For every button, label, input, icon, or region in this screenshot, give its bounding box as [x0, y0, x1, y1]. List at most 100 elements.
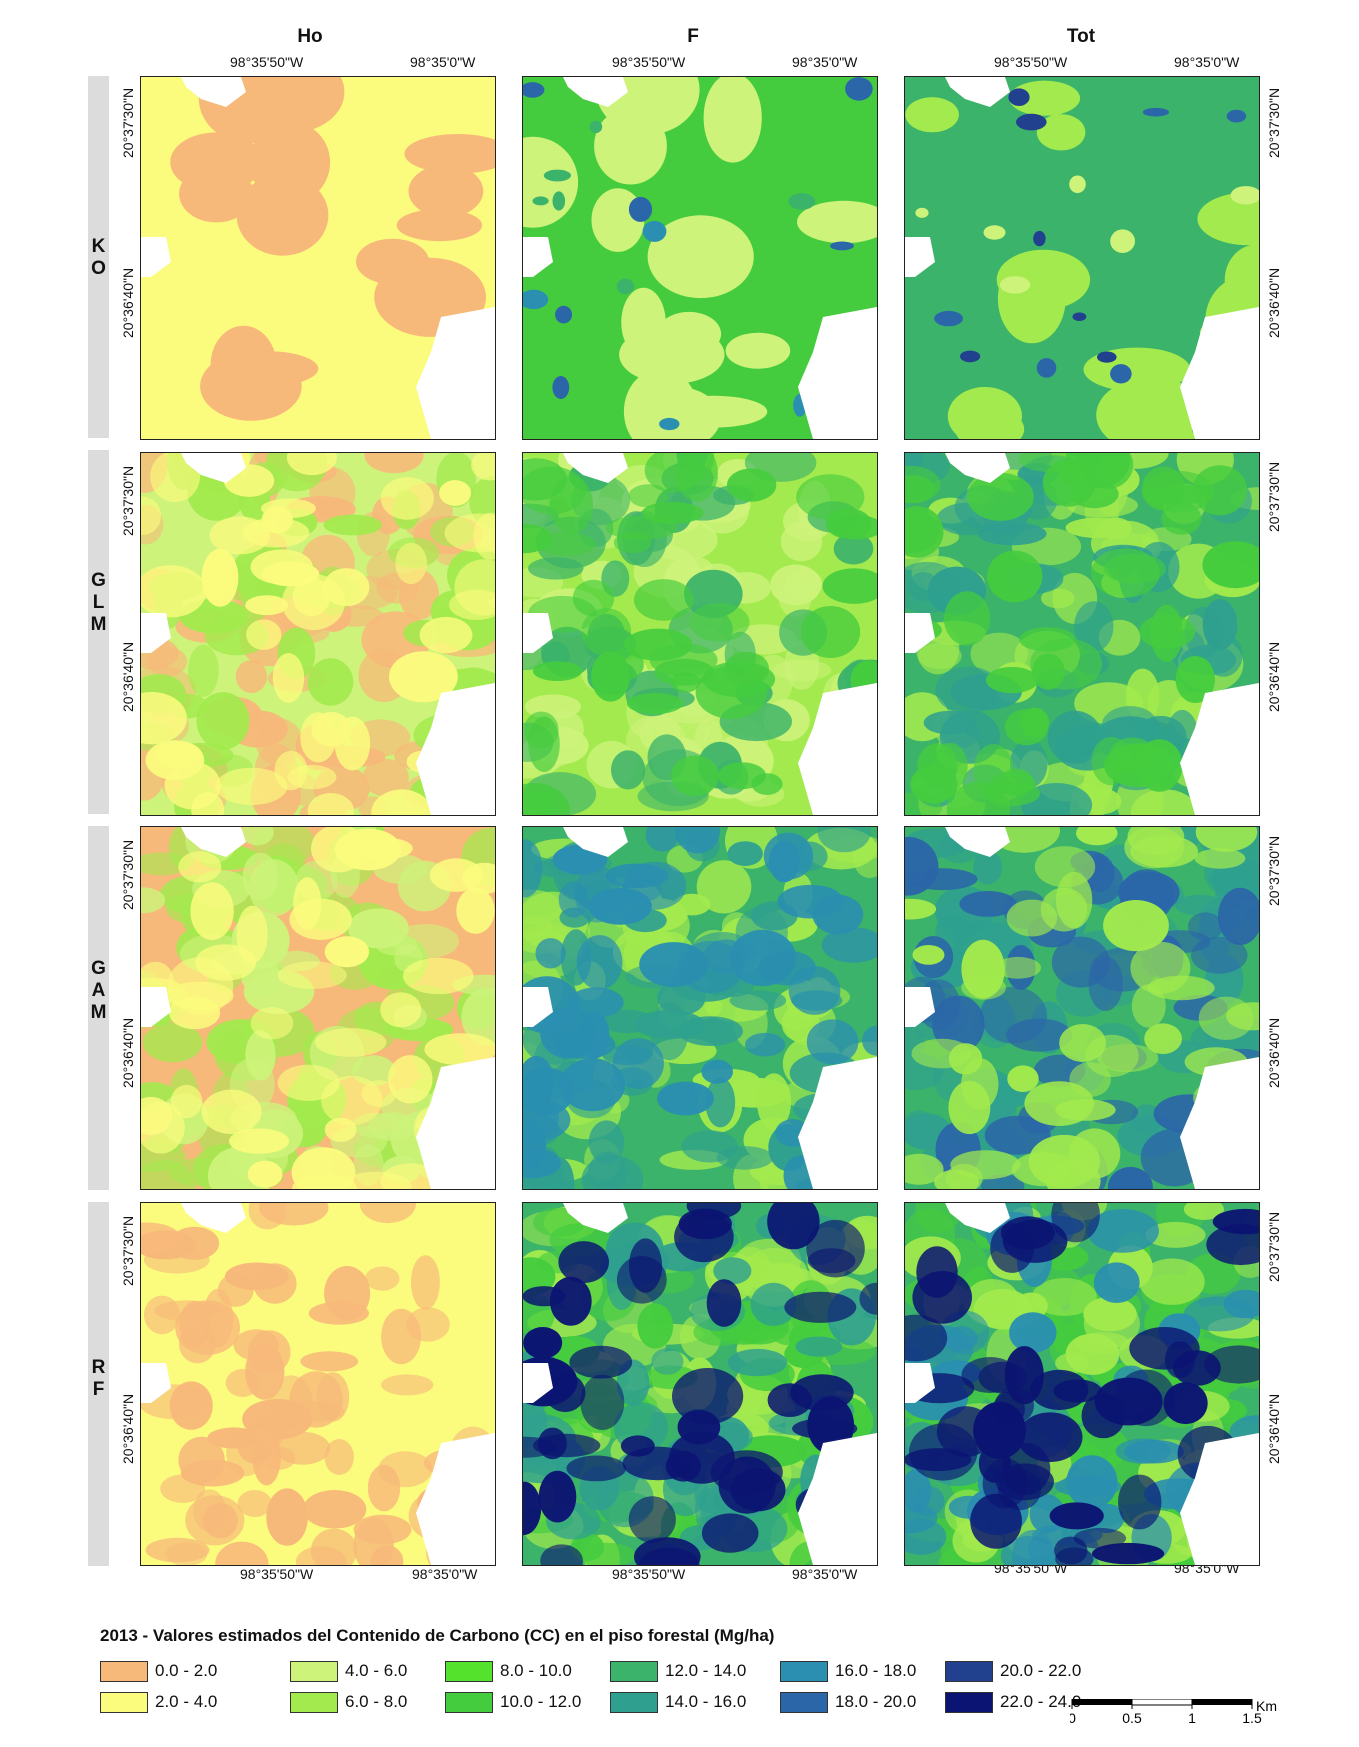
map-patch: [286, 453, 337, 476]
lat-tick-right-gam-1: 20°37'30"N: [1266, 835, 1282, 906]
map-patch: [523, 1147, 561, 1179]
map-patch: [1009, 1312, 1057, 1353]
map-patch: [616, 1256, 667, 1304]
map-patch: [1090, 548, 1160, 598]
lat-tick-left-glm-2: 20°36'40"N: [120, 641, 136, 712]
map-patch: [703, 77, 762, 163]
map-patch: [623, 861, 687, 910]
map-patch: [985, 666, 1039, 694]
map-ko-tot: [904, 76, 1260, 440]
map-glm-f: [522, 452, 878, 816]
map-nodata-area: [798, 1057, 877, 1189]
map-patch: [645, 827, 679, 852]
map-patch: [150, 453, 200, 503]
lat-tick-left-ko-2: 20°36'40"N: [120, 267, 136, 338]
map-patch: [669, 1431, 735, 1484]
map-patch: [1130, 941, 1191, 994]
map-patch: [410, 1255, 440, 1310]
map-patch: [674, 1211, 734, 1263]
map-patch: [612, 1038, 664, 1089]
map-patch: [323, 514, 382, 536]
map-patch: [797, 200, 877, 244]
map-patch: [201, 548, 239, 607]
map-patch: [833, 532, 874, 565]
map-patch: [905, 1153, 944, 1185]
map-patch: [293, 877, 322, 930]
map-patch: [444, 513, 495, 553]
map-patch: [1049, 1502, 1104, 1530]
map-patch: [908, 572, 939, 602]
map-patch: [558, 1241, 609, 1284]
map-patch: [725, 332, 791, 369]
lon-tick-bottom-ho-2: 98°35'0"W: [412, 1566, 478, 1582]
map-patch: [821, 927, 877, 963]
legend-swatch: [780, 1692, 828, 1713]
map-patch: [995, 956, 1042, 979]
map-patch: [946, 781, 1011, 815]
map-patch: [1016, 113, 1047, 131]
map-patch: [599, 1009, 655, 1034]
scale-bar-unit: Km: [1256, 1699, 1277, 1714]
map-patch: [552, 376, 570, 399]
map-gam-tot: [904, 826, 1260, 1190]
lat-tick-right-rf-2: 20°36'40"N: [1266, 1393, 1282, 1464]
map-patch: [536, 532, 596, 556]
map-patch: [272, 653, 305, 703]
map-patch: [594, 107, 667, 185]
map-patch: [523, 889, 563, 924]
lon-tick-bottom-ho-1: 98°35'50"W: [240, 1566, 314, 1582]
map-patch: [200, 351, 302, 421]
map-patch: [671, 755, 719, 797]
map-nodata-area: [523, 987, 553, 1027]
map-patch: [523, 839, 543, 898]
map-nodata-area: [563, 453, 628, 483]
map-patch: [215, 1541, 269, 1565]
map-patch: [215, 767, 288, 806]
map-patch: [568, 987, 624, 1018]
map-patch: [292, 577, 331, 617]
map-nodata-area: [1180, 1433, 1259, 1565]
map-patch: [396, 209, 483, 242]
map-patch: [538, 1470, 577, 1523]
map-patch: [1054, 1536, 1088, 1565]
map-patch: [935, 666, 1002, 714]
map-patch: [724, 651, 770, 686]
map-patch: [523, 1481, 542, 1536]
map-patch: [1065, 1333, 1120, 1375]
lat-tick-right-glm-1: 20°37'30"N: [1266, 461, 1282, 532]
map-patch: [1195, 827, 1258, 852]
map-patch: [905, 1518, 947, 1555]
map-patch: [523, 82, 545, 98]
map-patch: [1066, 1455, 1118, 1509]
map-patch: [523, 783, 570, 815]
map-patch: [178, 1436, 225, 1484]
map-patch: [471, 453, 495, 481]
map-nodata-area: [141, 237, 171, 277]
lat-tick-right-rf-1: 20°37'30"N: [1266, 1211, 1282, 1282]
map-patch: [768, 840, 800, 883]
map-patch: [1175, 656, 1215, 703]
map-patch: [266, 1488, 308, 1546]
map-patch: [368, 1112, 417, 1141]
map-patch: [1093, 1262, 1140, 1303]
lat-tick-left-rf-2: 20°36'40"N: [120, 1393, 136, 1464]
scale-bar-tick-2: 1: [1188, 1710, 1196, 1726]
map-gam-ho: [140, 826, 496, 1190]
scale-bar-tick-3: 1.5: [1242, 1710, 1262, 1726]
map-raster: [523, 827, 877, 1189]
map-patch: [569, 1345, 633, 1379]
map-patch: [1115, 1438, 1171, 1464]
map-patch: [576, 1542, 636, 1565]
map-patch: [992, 1391, 1025, 1427]
map-patch: [825, 508, 872, 539]
legend-label: 10.0 - 12.0: [500, 1692, 582, 1711]
map-patch: [1073, 1527, 1127, 1549]
map-patch: [387, 1055, 433, 1104]
map-patch: [523, 289, 549, 310]
map-patch: [660, 395, 768, 428]
map-raster: [523, 1203, 877, 1565]
map-patch: [179, 1300, 211, 1349]
map-patch: [165, 1542, 208, 1565]
